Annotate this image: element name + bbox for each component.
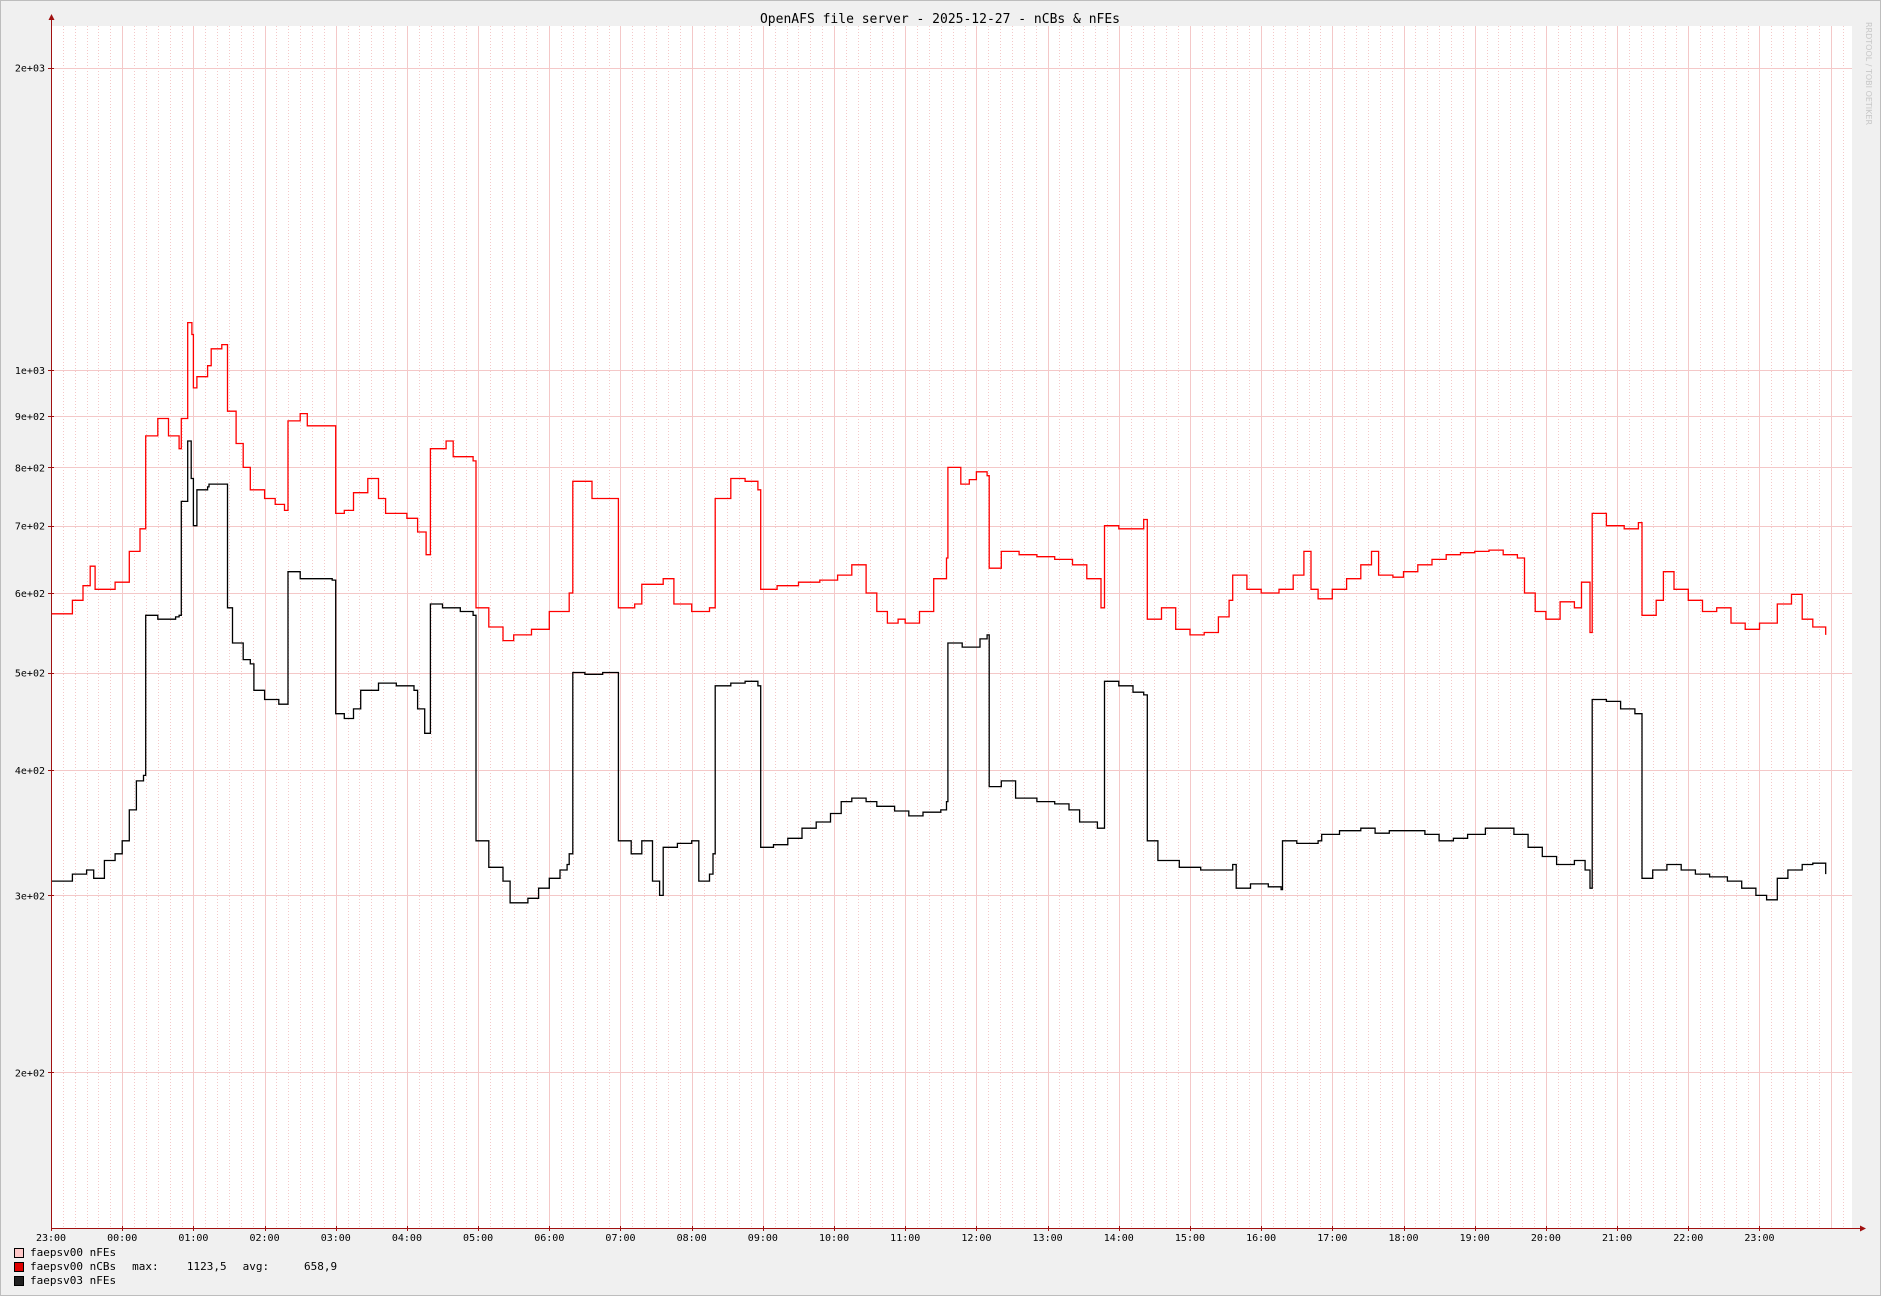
x-tick-label: 09:00 xyxy=(748,1233,778,1244)
y-tick-label: 2e+02 xyxy=(15,1068,45,1079)
x-tick-label: 21:00 xyxy=(1602,1233,1632,1244)
y-tick-label: 2e+03 xyxy=(15,64,45,75)
y-tick-label: 4e+02 xyxy=(15,766,45,777)
x-tick-label: 11:00 xyxy=(890,1233,920,1244)
y-tick-label: 9e+02 xyxy=(15,412,45,423)
chart-title: OpenAFS file server - 2025-12-27 - nCBs … xyxy=(760,12,1120,27)
x-tick-label: 03:00 xyxy=(321,1233,351,1244)
legend-max-label: max: xyxy=(132,1260,159,1273)
legend-swatch xyxy=(14,1276,24,1286)
series-group xyxy=(51,321,1827,904)
x-tick-label: 23:00 xyxy=(36,1233,66,1244)
x-tick-label: 01:00 xyxy=(178,1233,208,1244)
x-tick-label: 22:00 xyxy=(1673,1233,1703,1244)
y-tick-label: 1e+03 xyxy=(15,366,45,377)
x-tick-label: 05:00 xyxy=(463,1233,493,1244)
y-tick-label: 5e+02 xyxy=(15,669,45,680)
x-tick-label: 10:00 xyxy=(819,1233,849,1244)
y-tick-label: 3e+02 xyxy=(15,891,45,902)
plot-background xyxy=(51,26,1852,1228)
legend-label: faepsv03 nFEs xyxy=(30,1274,117,1287)
x-tick-label: 17:00 xyxy=(1317,1233,1347,1244)
x-tick-label: 19:00 xyxy=(1460,1233,1490,1244)
x-tick-label: 20:00 xyxy=(1531,1233,1561,1244)
legend: faepsv00 nFEs faepsv00 nCBs max: 1123,5 avg… xyxy=(14,1246,337,1288)
x-tick-label: 07:00 xyxy=(605,1233,635,1244)
x-tick-label: 00:00 xyxy=(107,1233,137,1244)
legend-item: faepsv03 nFEs xyxy=(14,1274,337,1288)
x-tick-label: 06:00 xyxy=(534,1233,564,1244)
x-tick-label: 16:00 xyxy=(1246,1233,1276,1244)
y-tick-label: 6e+02 xyxy=(15,589,45,600)
series-line-nfes xyxy=(51,440,1827,904)
x-axis-arrow xyxy=(1860,1225,1866,1232)
x-tick-label: 12:00 xyxy=(961,1233,991,1244)
legend-max-value: 1123,5 xyxy=(186,1260,227,1273)
x-tick-label: 23:00 xyxy=(1744,1233,1774,1244)
legend-label: faepsv00 nCBs xyxy=(30,1260,117,1273)
y-tick-label: 8e+02 xyxy=(15,463,45,474)
x-tick-label: 15:00 xyxy=(1175,1233,1205,1244)
legend-item: faepsv00 nCBs max: 1123,5 avg: 658,9 xyxy=(14,1260,337,1274)
legend-swatch xyxy=(14,1262,24,1272)
x-tick-label: 04:00 xyxy=(392,1233,422,1244)
legend-label: faepsv00 nFEs xyxy=(30,1246,117,1259)
y-axis-arrow xyxy=(48,14,55,20)
x-tick-label: 02:00 xyxy=(250,1233,280,1244)
x-tick-label: 14:00 xyxy=(1104,1233,1134,1244)
legend-avg-value: 658,9 xyxy=(303,1260,338,1273)
axes: 2e+02 3e+02 4e+02 5e+02 6e+02 7e+02 8e+02 9e+02… xyxy=(15,14,1866,1244)
x-tick-label: 13:00 xyxy=(1033,1233,1063,1244)
series-line-ncbs xyxy=(51,321,1827,642)
x-tick-label: 08:00 xyxy=(677,1233,707,1244)
x-tick-label: 18:00 xyxy=(1388,1233,1418,1244)
rrdtool-watermark: RRDTOOL / TOBI OETIKER xyxy=(1864,22,1873,126)
legend-swatch xyxy=(14,1248,24,1258)
grid xyxy=(51,26,1852,1228)
legend-avg-label: avg: xyxy=(242,1260,270,1273)
y-tick-label: 7e+02 xyxy=(15,522,45,533)
legend-item: faepsv00 nFEs xyxy=(14,1246,337,1260)
